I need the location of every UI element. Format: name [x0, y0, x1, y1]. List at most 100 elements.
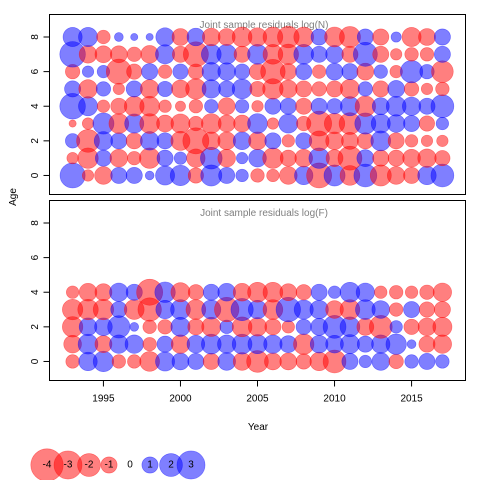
bubble-age8-year2000	[171, 28, 190, 46]
bubble-age0-year1994	[81, 169, 95, 182]
bubble-age0-year2007	[279, 352, 298, 371]
bubble-age8-year1997	[130, 33, 139, 41]
bubble-age7-year2017	[433, 45, 451, 63]
panel-0-bubbles	[59, 25, 455, 189]
bubble-age0-year2015	[404, 354, 419, 369]
bubble-age7-year2014	[390, 48, 403, 61]
bubble-age3-year2006	[266, 117, 279, 130]
bubble-age3-year2001	[188, 116, 204, 132]
bubble-age3-year1993	[68, 119, 77, 128]
bubble-age5-year1996	[112, 82, 125, 95]
bubble-age8-year2013	[372, 28, 390, 46]
bubble-age0-year2012	[358, 354, 372, 369]
bubble-age0-year2016	[418, 353, 436, 370]
bubble-age3-year2005	[247, 113, 268, 134]
bubble-age4-year2007	[279, 97, 297, 115]
bubble-age2-year1998	[140, 131, 160, 151]
bubble-age2-year2013	[369, 315, 393, 339]
bubble-age0-year2008	[295, 353, 312, 370]
x-tick-label: 1995	[92, 394, 115, 405]
bubble-age5-year2009	[311, 81, 327, 97]
bubble-age0-year1995	[92, 350, 114, 373]
bubble-age2-year1996	[107, 315, 131, 339]
legend-label: 0	[127, 460, 133, 471]
bubble-age4-year2010	[327, 285, 342, 299]
bubble-age2-year2014	[387, 132, 405, 150]
bubble-age0-year2001	[187, 353, 205, 370]
bubble-age4-year2001	[188, 99, 203, 114]
bubble-age5-year2008	[295, 80, 313, 98]
bubble-age4-year2001	[187, 284, 204, 301]
bubble-age4-year2009	[310, 97, 328, 115]
bubble-age2-year2002	[201, 316, 222, 337]
bubble-age2-year1999	[157, 319, 173, 335]
bubble-age2-year2005	[248, 131, 267, 151]
bubble-age1-year1996	[109, 148, 128, 168]
bubble-age7-year1996	[110, 45, 128, 64]
bubble-age0-year2002	[202, 353, 220, 370]
bubble-age4-year2017	[430, 94, 455, 118]
bubble-age2-year2015	[405, 134, 419, 148]
bubble-age4-year2000	[175, 100, 186, 112]
bubble-age0-year2011	[341, 353, 359, 370]
bubble-age5-year2015	[404, 81, 420, 97]
bubble-age8-year1998	[145, 33, 154, 41]
y-tick-label: 4	[30, 289, 41, 295]
bubble-age1-year2012	[356, 149, 375, 167]
x-axis-label: Year	[248, 422, 269, 433]
bubble-age4-year2016	[419, 284, 435, 300]
x-tick-label: 2010	[323, 394, 346, 405]
bubble-age7-year1994	[78, 45, 98, 64]
bubble-age0-year1997	[125, 167, 143, 184]
bubble-age4-year2015	[405, 285, 419, 299]
bubble-age5-year1993	[64, 80, 82, 98]
y-tick-label: 4	[30, 103, 41, 109]
bubble-age7-year2013	[372, 45, 390, 63]
bubble-age4-year2013	[374, 285, 388, 299]
legend-label: -4	[43, 460, 52, 471]
bubble-age2-year2017	[436, 134, 449, 147]
panel-logn-title: Joint sample residuals log(N)	[200, 20, 329, 31]
bubble-age0-year2003	[217, 352, 236, 371]
bubble-age6-year2008	[295, 63, 313, 81]
bubble-age2-year1998	[142, 319, 157, 334]
bubble-age1-year2003	[217, 148, 236, 168]
bubble-age1-year2015	[406, 339, 417, 349]
bubble-age8-year1995	[96, 29, 111, 45]
panel-1-bubbles	[62, 278, 453, 374]
bubble-age4-year2012	[355, 282, 375, 302]
bubble-age4-year1994	[78, 283, 98, 302]
bubble-age5-year2012	[357, 81, 373, 97]
bubble-age4-year2002	[204, 99, 219, 114]
bubble-age8-year2017	[433, 28, 451, 46]
bubble-age5-year2017	[435, 81, 450, 96]
bubble-age2-year2015	[403, 318, 420, 335]
bubble-age6-year2007	[279, 63, 297, 81]
bubble-age8-year2014	[390, 31, 402, 43]
bubble-age5-year2016	[420, 82, 434, 95]
bubble-age4-year2005	[251, 100, 264, 113]
size-legend: -4 -3 -2 -1 0 1 2 3	[30, 448, 206, 480]
bubble-age6-year1998	[141, 63, 159, 81]
bubble-age3-year2014	[389, 302, 404, 317]
bubble-age1-year1999	[156, 335, 174, 353]
bubble-age6-year1994	[81, 65, 95, 78]
bubble-age6-year2015	[400, 60, 424, 84]
bubble-age4-year2004	[235, 99, 250, 114]
bubble-age1-year1999	[156, 149, 174, 167]
bubble-age7-year2003	[216, 44, 237, 65]
bubble-age4-year2006	[264, 97, 282, 115]
bubble-age4-year1998	[139, 96, 160, 117]
bubble-age4-year2010	[326, 98, 343, 115]
bubble-age2-year2017	[432, 316, 453, 337]
y-tick-label: 2	[30, 138, 41, 144]
bubble-age1-year2009	[309, 334, 329, 354]
bubble-age5-year2002	[201, 79, 221, 99]
bubble-age1-year2016	[417, 148, 437, 168]
bubble-age5-year2013	[372, 80, 390, 98]
legend-bubble	[176, 450, 206, 480]
bubble-age5-year2014	[387, 80, 405, 98]
axes-ticks: 0 2 4 6 8 0 2 4 6 8 1995 2000 2005 2010 2015	[30, 34, 423, 405]
legend-label: 3	[188, 460, 194, 471]
bubble-age0-year2004	[235, 168, 249, 183]
